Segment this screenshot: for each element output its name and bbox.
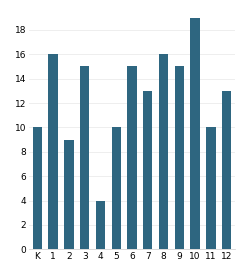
Bar — [64, 140, 74, 249]
Bar — [127, 66, 137, 249]
Bar — [96, 201, 105, 249]
Bar — [190, 18, 200, 249]
Bar — [159, 54, 168, 249]
Bar — [174, 66, 184, 249]
Bar — [112, 127, 121, 249]
Bar — [143, 91, 152, 249]
Bar — [206, 127, 216, 249]
Bar — [80, 66, 90, 249]
Bar — [48, 54, 58, 249]
Bar — [222, 91, 231, 249]
Bar — [33, 127, 42, 249]
